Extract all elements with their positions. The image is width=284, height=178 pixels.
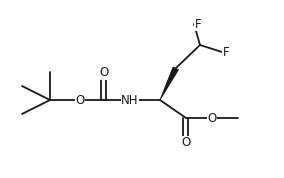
Text: O: O [181,137,191,150]
Text: NH: NH [121,93,139,106]
Polygon shape [160,66,179,100]
Text: O: O [207,111,217,124]
Text: O: O [75,93,85,106]
Text: O: O [99,67,108,80]
Text: F: F [195,17,201,30]
Text: F: F [223,46,229,59]
